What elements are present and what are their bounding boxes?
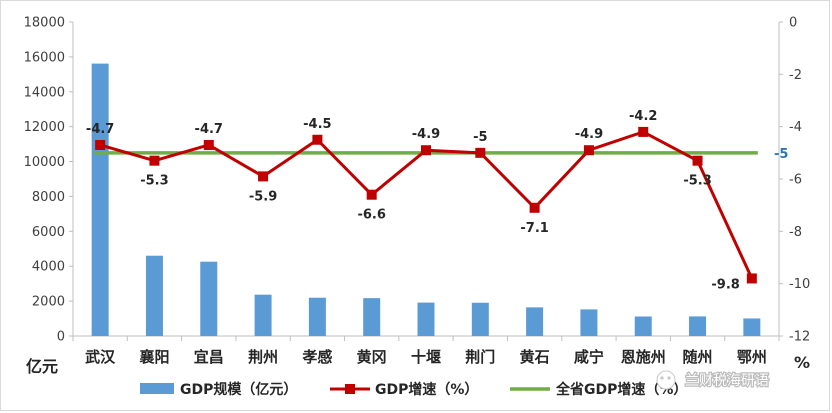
x-tick-label: 荆门 [465, 348, 495, 366]
bar [417, 302, 435, 336]
x-tick-label: 荆州 [248, 348, 278, 366]
x-tick-label: 十堰 [411, 348, 441, 366]
watermark: 兰财税海研语 [656, 370, 770, 390]
growth-data-label: -6.6 [357, 208, 385, 223]
growth-marker [746, 273, 757, 284]
growth-data-label: -4.7 [86, 122, 114, 137]
growth-marker [475, 147, 486, 158]
legend-group: GDP规模（亿元） GDP增速（%） 全省GDP增速（%） [140, 381, 687, 398]
x-tick-label: 恩施州 [621, 348, 666, 366]
bar [200, 261, 218, 336]
x-tick-label: 鄂州 [737, 348, 767, 366]
x-tick-label: 襄阳 [138, 348, 169, 366]
bar [91, 63, 109, 336]
growth-marker [95, 139, 106, 150]
legend-label-gdp-scale: GDP规模（亿元） [180, 381, 297, 398]
growth-data-label: -5 [473, 130, 487, 145]
x-tick-label: 孝感 [301, 348, 332, 366]
bar [145, 255, 163, 336]
growth-marker [312, 134, 323, 145]
growth-data-label: -4.5 [303, 117, 331, 132]
bars-group [91, 63, 761, 336]
wechat-icon [656, 370, 676, 390]
axes-group: 0 2000 4000 6000 8000 10000 12000 14000 16000 180… [24, 16, 811, 377]
bar [634, 316, 652, 336]
y-left-tick-label: 12000 [24, 120, 65, 135]
growth-marker [421, 145, 431, 156]
legend-label-province-growth: 全省GDP增速（%） [555, 381, 687, 398]
x-tick-label: 黄冈 [357, 348, 387, 366]
legend-swatch-marker [345, 384, 355, 394]
y-right-tick-label: -6 [789, 173, 802, 188]
y-left-tick-label: 10000 [24, 155, 65, 170]
y-right-tick-label: -10 [789, 277, 810, 292]
watermark-text: 兰财税海研语 [685, 373, 769, 389]
y-left-unit: 亿元 [26, 357, 58, 376]
growth-data-label: -4.9 [575, 127, 603, 142]
x-tick-label: 宜昌 [194, 348, 224, 366]
growth-marker [366, 189, 377, 200]
growth-data-label: -9.8 [711, 277, 739, 292]
y-right-unit: % [794, 353, 810, 372]
y-left-tick-label: 14000 [24, 85, 65, 100]
growth-data-label: -5.3 [140, 174, 168, 189]
bar [363, 298, 381, 336]
wechat-icon-eye-right [667, 376, 671, 380]
y-right-tick-label: -8 [789, 225, 802, 240]
legend-label-gdp-growth: GDP增速（%） [375, 381, 478, 398]
bar [743, 318, 761, 336]
growth-data-label: -5.9 [249, 189, 277, 204]
x-tick-label: 咸宁 [574, 348, 604, 366]
y-left-tick-label: 8000 [32, 190, 65, 205]
growth-marker [638, 126, 649, 137]
bar [526, 307, 544, 336]
bar [254, 294, 272, 336]
bar [471, 302, 489, 336]
legend-swatch-bar [140, 383, 174, 394]
y-right-tick-label: -4 [789, 120, 802, 135]
growth-marker [149, 155, 160, 166]
bar [308, 297, 326, 336]
growth-data-label: -7.1 [520, 221, 548, 236]
x-tick-label: 武汉 [85, 348, 116, 366]
growth-data-label: -5.3 [683, 174, 711, 189]
wechat-icon-eye-left [660, 376, 664, 380]
x-tick-label: 黄石 [520, 348, 550, 366]
lines-group [94, 126, 758, 284]
y-left-tick-label: 0 [57, 330, 65, 345]
growth-data-label: -4.2 [629, 109, 657, 124]
y-right-tick-label: -12 [789, 330, 810, 345]
bar [689, 316, 707, 336]
growth-marker [258, 171, 269, 182]
growth-marker [583, 145, 594, 156]
growth-marker [529, 202, 540, 213]
y-left-tick-label: 16000 [24, 50, 65, 65]
bar [580, 309, 598, 336]
labels-group: -5 -4.7 -5.3 -4.7 -5.9 -4.5 -6.6 -4.9 -5 -7.1 -4.9… [86, 109, 789, 293]
growth-data-label: -4.7 [195, 122, 223, 137]
x-tick-label: 随州 [683, 348, 713, 366]
y-left-tick-label: 6000 [32, 225, 65, 240]
y-right-tick-label: -2 [789, 68, 802, 83]
y-left-tick-label: 2000 [32, 295, 65, 310]
y-left-tick-label: 18000 [24, 16, 65, 31]
y-left-tick-label: 4000 [32, 260, 65, 275]
y-right-tick-label: 0 [789, 16, 797, 31]
growth-data-label: -4.9 [412, 127, 440, 142]
reference-line-label: -5 [774, 147, 788, 162]
growth-marker [692, 155, 703, 166]
growth-marker [203, 139, 214, 150]
